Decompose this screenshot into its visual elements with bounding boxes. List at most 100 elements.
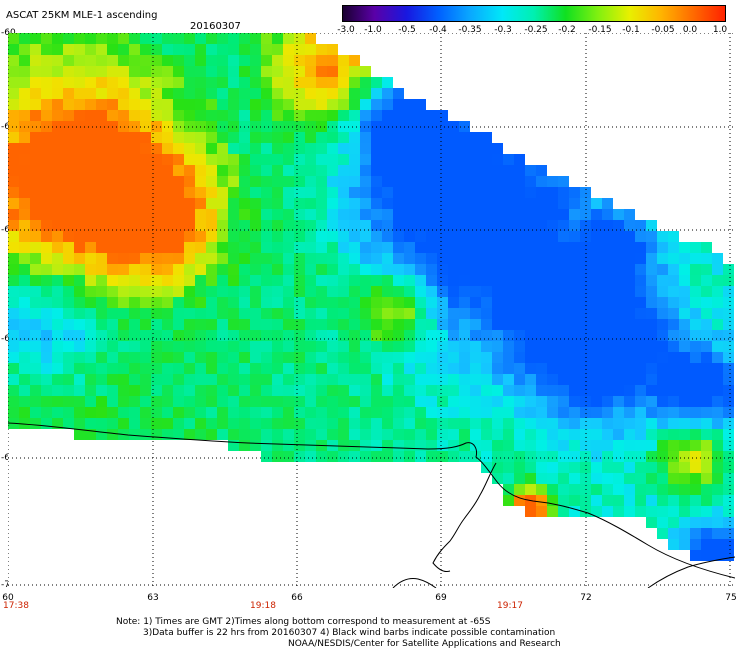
data-cell: [415, 187, 426, 198]
data-cell: [217, 330, 228, 341]
data-cell: [415, 231, 426, 242]
data-cell: [404, 418, 415, 429]
data-cell: [140, 231, 151, 242]
data-cell: [228, 209, 239, 220]
data-cell: [30, 231, 41, 242]
data-cell: [118, 352, 129, 363]
data-cell: [327, 143, 338, 154]
data-cell: [316, 253, 327, 264]
data-cell: [712, 506, 723, 517]
data-cell: [107, 165, 118, 176]
data-cell: [503, 286, 514, 297]
data-cell: [679, 451, 690, 462]
data-cell: [250, 319, 261, 330]
data-cell: [327, 44, 338, 55]
data-cell: [360, 154, 371, 165]
data-cell: [239, 88, 250, 99]
data-cell: [316, 297, 327, 308]
data-cell: [492, 220, 503, 231]
data-cell: [85, 352, 96, 363]
data-cell: [283, 286, 294, 297]
data-cell: [294, 429, 305, 440]
data-cell: [305, 110, 316, 121]
data-cell: [536, 440, 547, 451]
data-cell: [503, 407, 514, 418]
lon-label-69: 69: [435, 593, 447, 603]
data-cell: [294, 132, 305, 143]
data-cell: [206, 429, 217, 440]
data-cell: [283, 176, 294, 187]
data-cell: [250, 165, 261, 176]
data-cell: [206, 77, 217, 88]
data-cell: [657, 418, 668, 429]
data-cell: [228, 231, 239, 242]
data-cell: [239, 264, 250, 275]
data-cell: [19, 220, 30, 231]
data-cell: [525, 484, 536, 495]
data-cell: [349, 242, 360, 253]
data-cell: [481, 154, 492, 165]
data-cell: [272, 165, 283, 176]
data-cell: [85, 330, 96, 341]
data-cell: [52, 341, 63, 352]
data-cell: [184, 132, 195, 143]
data-cell: [74, 165, 85, 176]
data-cell: [195, 132, 206, 143]
data-cell: [503, 209, 514, 220]
data-cell: [536, 286, 547, 297]
data-cell: [283, 418, 294, 429]
data-cell: [371, 209, 382, 220]
data-cell: [525, 275, 536, 286]
data-cell: [107, 242, 118, 253]
data-cell: [646, 319, 657, 330]
data-cell: [63, 77, 74, 88]
data-cell: [305, 396, 316, 407]
data-cell: [690, 528, 701, 539]
data-cell: [591, 275, 602, 286]
data-cell: [360, 418, 371, 429]
data-cell: [338, 341, 349, 352]
data-cell: [294, 88, 305, 99]
data-cell: [701, 385, 712, 396]
data-cell: [580, 253, 591, 264]
data-cell: [613, 352, 624, 363]
data-cell: [360, 231, 371, 242]
data-cell: [602, 264, 613, 275]
data-cell: [140, 33, 151, 44]
data-cell: [316, 352, 327, 363]
data-cell: [294, 319, 305, 330]
data-cell: [613, 462, 624, 473]
data-cell: [8, 55, 19, 66]
data-cell: [525, 242, 536, 253]
data-cell: [525, 440, 536, 451]
data-cell: [206, 341, 217, 352]
data-cell: [481, 330, 492, 341]
data-cell: [448, 165, 459, 176]
data-cell: [294, 264, 305, 275]
data-cell: [514, 231, 525, 242]
data-cell: [646, 473, 657, 484]
data-cell: [569, 418, 580, 429]
data-cell: [85, 264, 96, 275]
data-cell: [481, 341, 492, 352]
data-cell: [481, 198, 492, 209]
data-cell: [74, 319, 85, 330]
data-cell: [547, 484, 558, 495]
data-cell: [162, 121, 173, 132]
data-cell: [382, 88, 393, 99]
data-cell: [162, 209, 173, 220]
data-cell: [415, 429, 426, 440]
data-cell: [635, 396, 646, 407]
data-cell: [690, 506, 701, 517]
data-cell: [360, 77, 371, 88]
data-cell: [107, 297, 118, 308]
data-cell: [316, 363, 327, 374]
data-cell: [228, 242, 239, 253]
data-cell: [547, 440, 558, 451]
data-cell: [448, 308, 459, 319]
data-cell: [272, 407, 283, 418]
data-cell: [195, 165, 206, 176]
data-cell: [668, 363, 679, 374]
data-cell: [283, 55, 294, 66]
data-cell: [184, 44, 195, 55]
